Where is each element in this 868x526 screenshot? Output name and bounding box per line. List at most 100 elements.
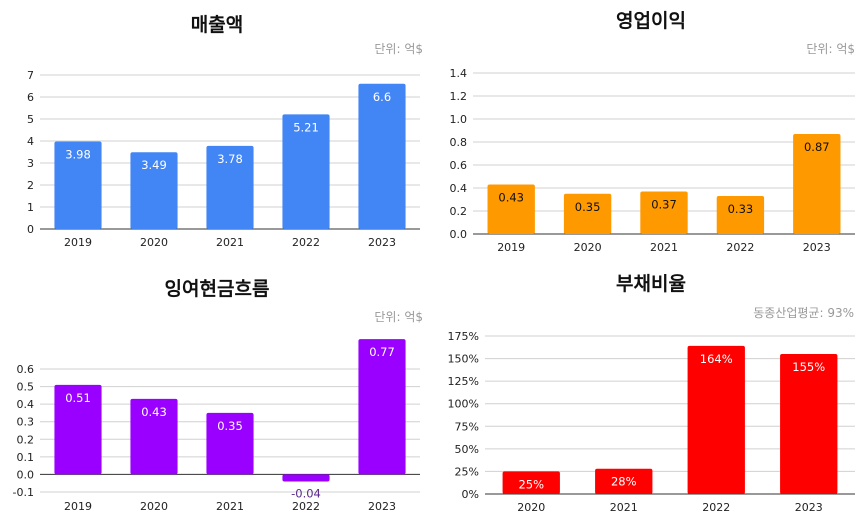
- data-label: 0.77: [369, 345, 395, 359]
- x-tick-label: 2023: [795, 501, 823, 514]
- x-tick-label: 2019: [64, 236, 92, 249]
- data-label: 25%: [518, 477, 544, 491]
- bar: [54, 141, 102, 229]
- x-tick-label: 2021: [650, 241, 678, 254]
- bar: [282, 474, 330, 482]
- y-tick-label: 150%: [448, 353, 479, 366]
- data-label: 28%: [611, 475, 637, 489]
- y-tick-label: 25%: [455, 465, 479, 478]
- x-tick-label: 2022: [292, 236, 320, 249]
- bar: [716, 196, 765, 234]
- x-tick-label: 2019: [497, 241, 525, 254]
- bar: [358, 83, 406, 229]
- x-tick-label: 2023: [368, 500, 396, 513]
- y-tick-label: 0.4: [450, 182, 468, 195]
- x-tick-label: 2020: [574, 241, 602, 254]
- chart-title: 매출액: [191, 14, 243, 36]
- y-tick-label: 125%: [448, 375, 479, 388]
- data-label: 164%: [700, 352, 733, 366]
- chart-title: 영업이익: [616, 10, 686, 32]
- bar: [640, 191, 688, 234]
- unit-annotation: 동종산업평균: 93%: [753, 306, 854, 320]
- y-tick-label: 0.2: [17, 433, 35, 446]
- y-tick-label: 5: [27, 113, 34, 126]
- bar: [206, 412, 254, 475]
- y-tick-label: 0.6: [450, 159, 468, 172]
- unit-annotation: 단위: 억$: [374, 42, 423, 56]
- bar: [358, 339, 406, 475]
- data-label: 3.78: [217, 152, 243, 166]
- y-tick-label: 0.4: [17, 398, 35, 411]
- data-label: 0.51: [65, 391, 91, 405]
- data-label: 6.6: [373, 90, 391, 104]
- bar: [793, 133, 841, 234]
- y-tick-label: 175%: [448, 330, 479, 343]
- y-tick-label: 0.0: [17, 468, 35, 481]
- bar: [206, 145, 254, 229]
- data-label: 3.49: [141, 158, 167, 172]
- unit-annotation: 단위: 억$: [374, 310, 423, 324]
- y-tick-label: 0.3: [17, 416, 35, 429]
- y-tick-label: 1: [27, 201, 34, 214]
- bar: [487, 184, 535, 234]
- x-tick-label: 2020: [140, 500, 168, 513]
- y-tick-label: 0.6: [17, 363, 35, 376]
- y-tick-label: 3: [27, 157, 34, 170]
- bar: [780, 354, 838, 494]
- bar: [282, 114, 330, 229]
- unit-annotation: 단위: 억$: [806, 42, 855, 56]
- x-tick-label: 2021: [610, 501, 638, 514]
- y-tick-label: 50%: [455, 443, 479, 456]
- x-tick-label: 2021: [216, 500, 244, 513]
- x-tick-label: 2019: [64, 500, 92, 513]
- data-label: 5.21: [293, 120, 319, 134]
- data-label: 0.35: [217, 419, 243, 433]
- y-tick-label: 7: [27, 69, 34, 82]
- data-label: -0.04: [291, 486, 321, 500]
- data-label: 0.35: [575, 200, 601, 214]
- bar: [563, 193, 612, 234]
- y-tick-label: 6: [27, 91, 34, 104]
- x-tick-label: 2022: [726, 241, 754, 254]
- x-tick-label: 2020: [517, 501, 545, 514]
- y-tick-label: -0.1: [13, 486, 34, 499]
- y-tick-label: 2: [27, 179, 34, 192]
- x-tick-label: 2020: [140, 236, 168, 249]
- x-tick-label: 2023: [803, 241, 831, 254]
- data-label: 0.43: [498, 191, 524, 205]
- y-tick-label: 1.0: [450, 113, 468, 126]
- y-tick-label: 1.4: [450, 67, 468, 80]
- chart-title: 잉여현금흐름: [165, 278, 270, 300]
- y-tick-label: 0.2: [450, 205, 468, 218]
- data-label: 0.33: [728, 202, 754, 216]
- y-tick-label: 0.0: [450, 228, 468, 241]
- data-label: 3.98: [65, 147, 91, 161]
- y-tick-label: 1.2: [450, 90, 468, 103]
- x-tick-label: 2023: [368, 236, 396, 249]
- y-tick-label: 0.5: [17, 381, 35, 394]
- y-tick-label: 75%: [455, 420, 479, 433]
- bar: [130, 152, 178, 229]
- data-label: 0.87: [804, 140, 830, 154]
- bar: [54, 384, 102, 475]
- y-tick-label: 4: [27, 135, 34, 148]
- y-tick-label: 0.1: [17, 451, 35, 464]
- chart-operating-income: 영업이익 단위: 억$ 0.0 0.2 0.4 0.6 0.8 1.0 1.2 1.4 0.43 20…: [434, 0, 868, 263]
- data-label: 155%: [792, 360, 825, 374]
- y-tick-label: 0%: [462, 488, 479, 501]
- bar: [595, 468, 653, 494]
- bar: [502, 471, 560, 494]
- x-tick-label: 2022: [702, 501, 730, 514]
- bar: [687, 345, 745, 494]
- x-tick-label: 2021: [216, 236, 244, 249]
- y-tick-label: 0: [27, 223, 34, 236]
- y-tick-label: 100%: [448, 398, 479, 411]
- chart-title: 부채비율: [616, 273, 686, 295]
